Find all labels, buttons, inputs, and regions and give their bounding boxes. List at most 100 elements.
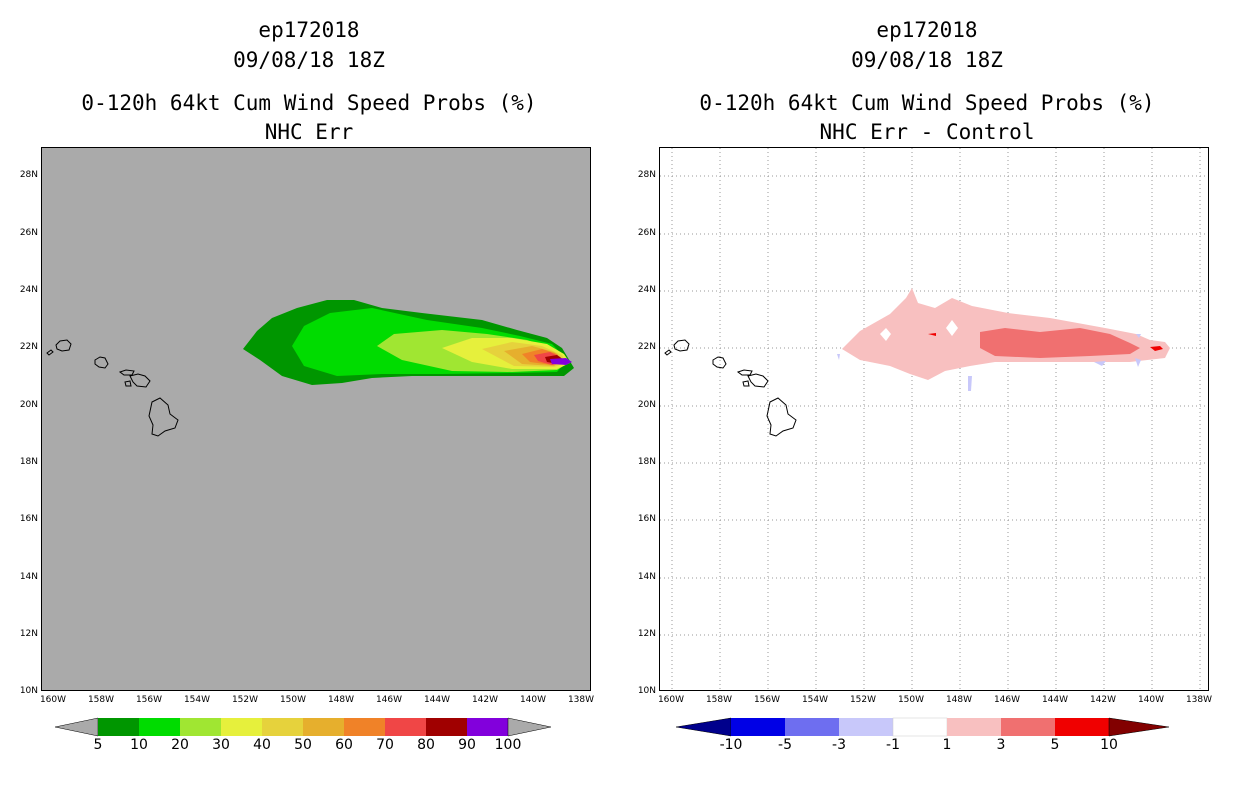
diff-minus-1-to-3-contour: [968, 376, 972, 391]
diff-5-to-10-contour: [928, 333, 936, 336]
left-colorbar-swatch: [426, 718, 467, 736]
right-colorbar-label: 10: [1100, 737, 1118, 753]
right-lat-label: 24N: [637, 285, 656, 295]
right-map: [659, 147, 1209, 691]
diff-near-zero-pocket: [946, 320, 958, 336]
left-lon-label: 140W: [519, 695, 547, 705]
diff-minus-1-to-3-contour: [837, 354, 840, 360]
left-lat-label: 10N: [19, 686, 38, 696]
left-lon-label: 154W: [183, 695, 211, 705]
right-lon-label: 156W: [753, 695, 781, 705]
right-lon-label: 154W: [801, 695, 829, 705]
left-colorbar-label: 60: [335, 737, 353, 753]
left-colorbar-label: 40: [253, 737, 271, 753]
left-lon-label: 158W: [87, 695, 115, 705]
right-map-canvas: [660, 148, 1208, 690]
left-colorbar-label: 70: [376, 737, 394, 753]
right-lon-label: 138W: [1185, 695, 1213, 705]
right-lat-label: 20N: [637, 400, 656, 410]
right-lon-label: 140W: [1137, 695, 1165, 705]
right-subtitle: NHC Err - Control: [819, 120, 1035, 144]
diff-near-zero-pocket: [880, 328, 891, 341]
right-lon-label: 144W: [1041, 695, 1069, 705]
right-colorbar-swatch: [892, 717, 948, 737]
right-colorbar-swatch: [1055, 718, 1109, 736]
left-lon-label: 150W: [279, 695, 307, 705]
right-lat-label: 22N: [637, 342, 656, 352]
left-lon-label: 160W: [39, 695, 67, 705]
right-colorbar-swatch: [731, 718, 785, 736]
left-lat-label: 18N: [19, 457, 38, 467]
right-lat-label: 12N: [637, 629, 656, 639]
left-lat-label: 20N: [19, 400, 38, 410]
left-colorbar-swatch: [98, 718, 139, 736]
left-colorbar-swatch: [385, 718, 426, 736]
right-lat-label: 14N: [637, 572, 656, 582]
prob-90-contour: [550, 358, 572, 365]
right-lon-label: 160W: [657, 695, 685, 705]
left-colorbar-swatch: [303, 718, 344, 736]
right-colorbar-label: 1: [942, 737, 952, 753]
left-colorbar-label: 10: [130, 737, 148, 753]
left-lon-label: 152W: [231, 695, 259, 705]
right-lon-label: 146W: [993, 695, 1021, 705]
left-storm-id: ep172018: [258, 18, 360, 42]
right-colorbar-swatch: [839, 718, 893, 736]
left-colorbar-label: 20: [171, 737, 189, 753]
right-colorbar: [676, 717, 1170, 737]
right-lat-label: 18N: [637, 457, 656, 467]
left-lat-label: 26N: [19, 228, 38, 238]
hawaii-islands: [46, 339, 179, 437]
right-map-grid: [660, 148, 1208, 690]
right-panel: ep172018 09/08/18 18Z 0-120h 64kt Cum Wi…: [618, 0, 1236, 800]
right-lat-label: 16N: [637, 514, 656, 524]
left-panel: ep172018 09/08/18 18Z 0-120h 64kt Cum Wi…: [19, 18, 594, 753]
left-lon-label: 144W: [423, 695, 451, 705]
right-colorbar-swatch: [947, 718, 1001, 736]
right-lon-label: 148W: [945, 695, 973, 705]
right-colorbar-label: -5: [778, 737, 792, 753]
left-colorbar-label: 30: [212, 737, 230, 753]
left-colorbar-label: 50: [294, 737, 312, 753]
right-title: 0-120h 64kt Cum Wind Speed Probs (%): [699, 91, 1155, 115]
diff-minus-1-to-3-contour: [1094, 361, 1106, 366]
left-lon-label: 142W: [471, 695, 499, 705]
left-colorbar-upper-arrow: [507, 717, 552, 737]
right-colorbar-label: -10: [719, 737, 743, 753]
right-colorbar-label: -3: [832, 737, 846, 753]
right-lat-label: 28N: [637, 170, 656, 180]
right-lat-label: 10N: [637, 686, 656, 696]
hawaii-islands: [664, 339, 797, 437]
left-lat-label: 22N: [19, 342, 38, 352]
right-colorbar-swatch: [1001, 718, 1055, 736]
right-colorbar-label: 5: [1050, 737, 1060, 753]
left-map: [41, 147, 591, 691]
left-colorbar-label: 90: [458, 737, 476, 753]
left-lon-label: 146W: [375, 695, 403, 705]
left-colorbar-swatch: [180, 718, 221, 736]
diff-minus-1-to-3-contour: [1135, 358, 1141, 367]
left-colorbar-label: 100: [494, 737, 522, 753]
left-colorbar-label: 80: [417, 737, 435, 753]
left-datetime: 09/08/18 18Z: [233, 48, 385, 72]
left-lat-label: 28N: [19, 170, 38, 180]
left-colorbar-swatch: [221, 718, 262, 736]
left-colorbar: [55, 717, 552, 737]
left-subtitle: NHC Err: [264, 120, 354, 144]
left-lat-label: 16N: [19, 514, 38, 524]
right-lon-label: 158W: [705, 695, 733, 705]
right-colorbar-label: -1: [886, 737, 900, 753]
left-colorbar-swatch: [467, 718, 508, 736]
left-map-canvas: [46, 300, 574, 437]
left-colorbar-swatch: [139, 718, 180, 736]
right-lon-label: 152W: [849, 695, 877, 705]
left-title: 0-120h 64kt Cum Wind Speed Probs (%): [81, 91, 537, 115]
left-colorbar-swatch: [262, 718, 303, 736]
left-colorbar-lower-arrow: [55, 717, 99, 737]
right-colorbar-upper-arrow: [1108, 717, 1170, 737]
diff-5-to-10-contour: [1150, 346, 1163, 351]
left-lon-label: 156W: [135, 695, 163, 705]
right-datetime: 09/08/18 18Z: [851, 48, 1003, 72]
left-colorbar-swatch: [344, 718, 385, 736]
right-lon-label: 142W: [1089, 695, 1117, 705]
